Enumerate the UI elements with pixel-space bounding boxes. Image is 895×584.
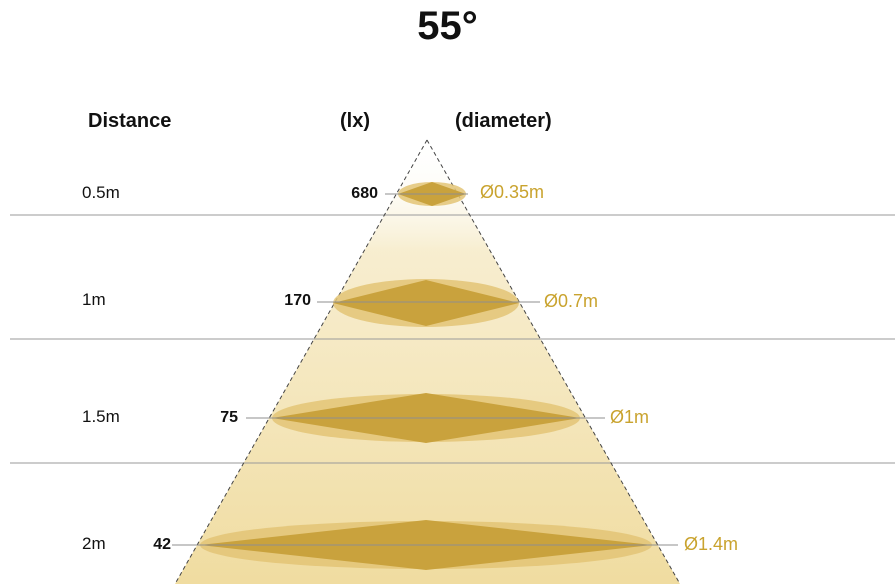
diameter-value: Ø1m [610, 407, 650, 427]
diameter-value: Ø0.7m [544, 291, 599, 311]
diameter-header: (diameter) [455, 110, 552, 132]
beam-angle-title: 55° [417, 4, 478, 48]
distance-header: Distance [88, 110, 172, 132]
distance-label: 2m [82, 534, 106, 553]
lux-value: 75 [220, 409, 238, 426]
distance-label: 0.5m [82, 183, 120, 202]
lux-header: (lx) [340, 110, 370, 132]
diameter-value: Ø1.4m [684, 534, 739, 554]
lux-value: 680 [351, 185, 378, 202]
distance-label: 1.5m [82, 407, 120, 426]
diameter-value: Ø0.35m [480, 182, 545, 202]
beam-cone-fill [175, 140, 680, 584]
beam-spot-diamond [333, 280, 519, 326]
distance-label: 1m [82, 290, 106, 309]
lux-value: 42 [153, 536, 171, 553]
cone-edge-left [174, 139, 428, 584]
lux-value: 170 [284, 292, 311, 309]
cone-edge-right [426, 139, 681, 584]
